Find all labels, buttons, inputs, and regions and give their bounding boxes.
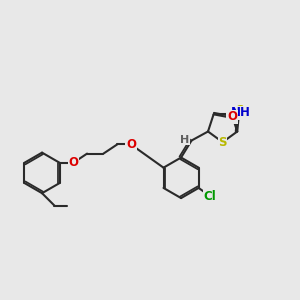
Text: NH: NH [231,106,251,119]
Text: O: O [68,156,78,169]
Text: S: S [218,136,227,148]
Text: H: H [180,135,189,145]
Text: O: O [227,110,237,123]
Text: Cl: Cl [204,190,217,202]
Text: S: S [235,104,243,117]
Text: O: O [126,138,136,151]
